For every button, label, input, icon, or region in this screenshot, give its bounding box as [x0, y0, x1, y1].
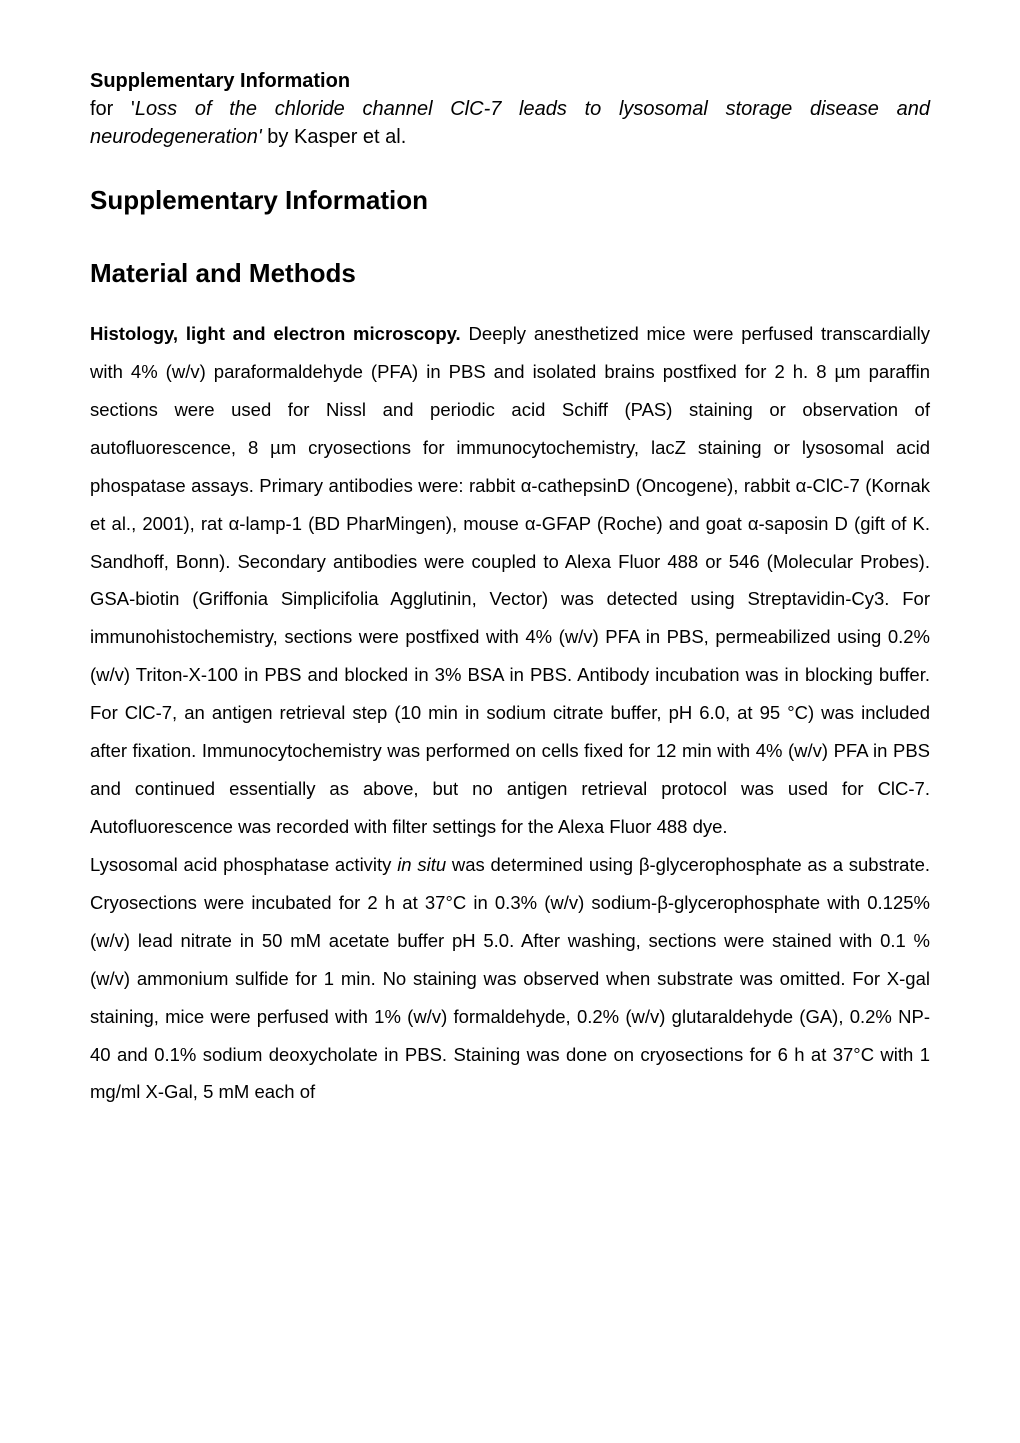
para1-text: Deeply anesthetized mice were perfused t… [90, 323, 930, 837]
para2-text-a: Lysosomal acid phosphatase activity [90, 854, 397, 875]
section-heading-2: Material and Methods [90, 258, 930, 289]
header-title: Supplementary Information [90, 70, 930, 93]
document-page: Supplementary Information for 'Loss of t… [0, 0, 1020, 1443]
para2-italic-a: in situ [397, 854, 446, 875]
section-heading-1: Supplementary Information [90, 185, 930, 216]
para2-text-b: was determined using β-glycerophosphate … [90, 854, 930, 1103]
header-subtitle: for 'Loss of the chloride channel ClC-7 … [90, 95, 930, 151]
subtitle-suffix: by Kasper et al. [262, 126, 407, 148]
subtitle-italic: Loss of the chloride channel ClC-7 leads… [90, 98, 930, 148]
subtitle-prefix: for ' [90, 98, 135, 120]
paragraph-2: Lysosomal acid phosphatase activity in s… [90, 846, 930, 1111]
para1-bold-lead: Histology, light and electron microscopy… [90, 323, 461, 344]
paragraph-1: Histology, light and electron microscopy… [90, 315, 930, 846]
